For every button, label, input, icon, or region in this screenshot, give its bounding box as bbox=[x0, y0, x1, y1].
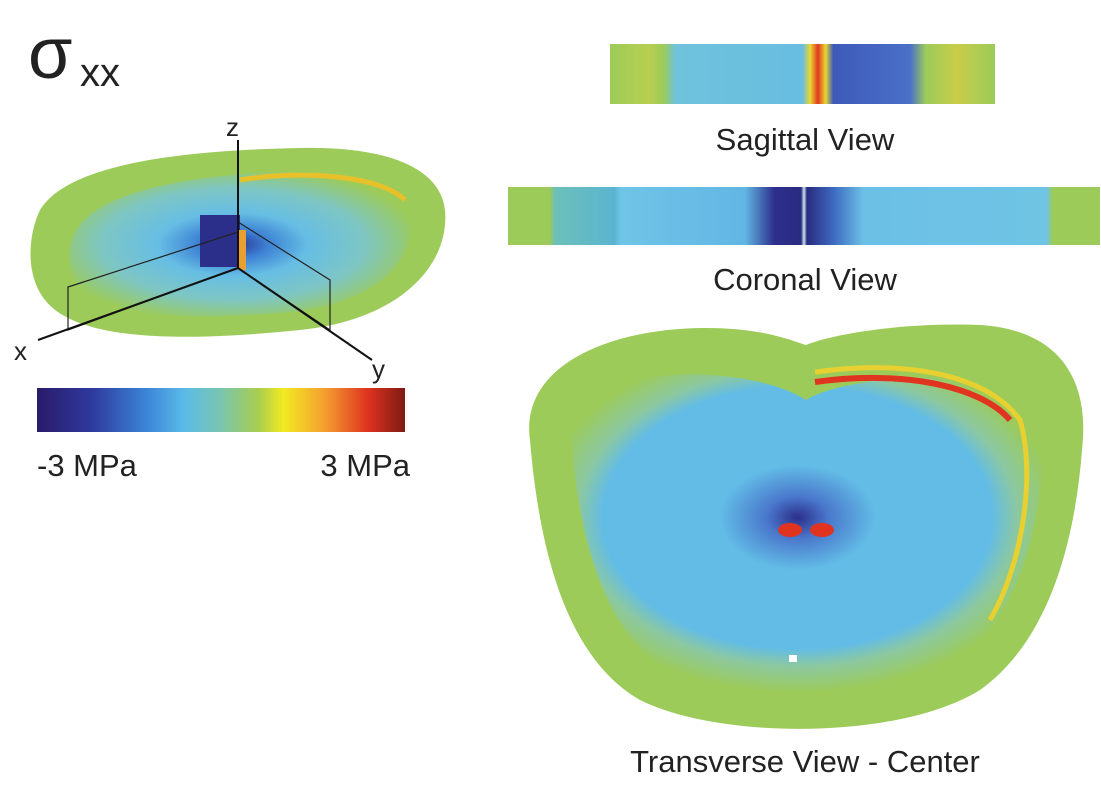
colorbar-min-label: -3 MPa bbox=[37, 448, 138, 483]
core-region bbox=[200, 215, 240, 267]
view-label: Sagittal View bbox=[716, 122, 895, 157]
view-label: Transverse View - Center bbox=[630, 744, 980, 779]
title-symbol: σ bbox=[28, 14, 72, 94]
axis-label-z: z bbox=[226, 112, 239, 142]
axis-label-y: y bbox=[372, 354, 385, 384]
colorbar bbox=[37, 388, 405, 432]
view-label: Coronal View bbox=[713, 262, 897, 297]
coronal-map bbox=[508, 187, 1100, 245]
core-edge bbox=[238, 230, 246, 270]
hotspot bbox=[778, 523, 802, 537]
transverse-view bbox=[529, 325, 1083, 729]
hotspot bbox=[810, 523, 834, 537]
figure: σ xx z x y -3 MPa 3 MPa Sagittal View Co… bbox=[0, 0, 1101, 787]
isometric-view: z x y bbox=[14, 112, 445, 384]
void bbox=[789, 655, 797, 662]
page: σ xx z x y -3 MPa 3 MPa Sagittal View Co… bbox=[0, 0, 1101, 787]
sagittal-map bbox=[610, 44, 995, 104]
axis-label-x: x bbox=[14, 336, 27, 366]
colorbar-max-label: 3 MPa bbox=[320, 448, 410, 483]
title-subscript: xx bbox=[80, 51, 120, 95]
transverse-inner bbox=[571, 374, 1042, 692]
